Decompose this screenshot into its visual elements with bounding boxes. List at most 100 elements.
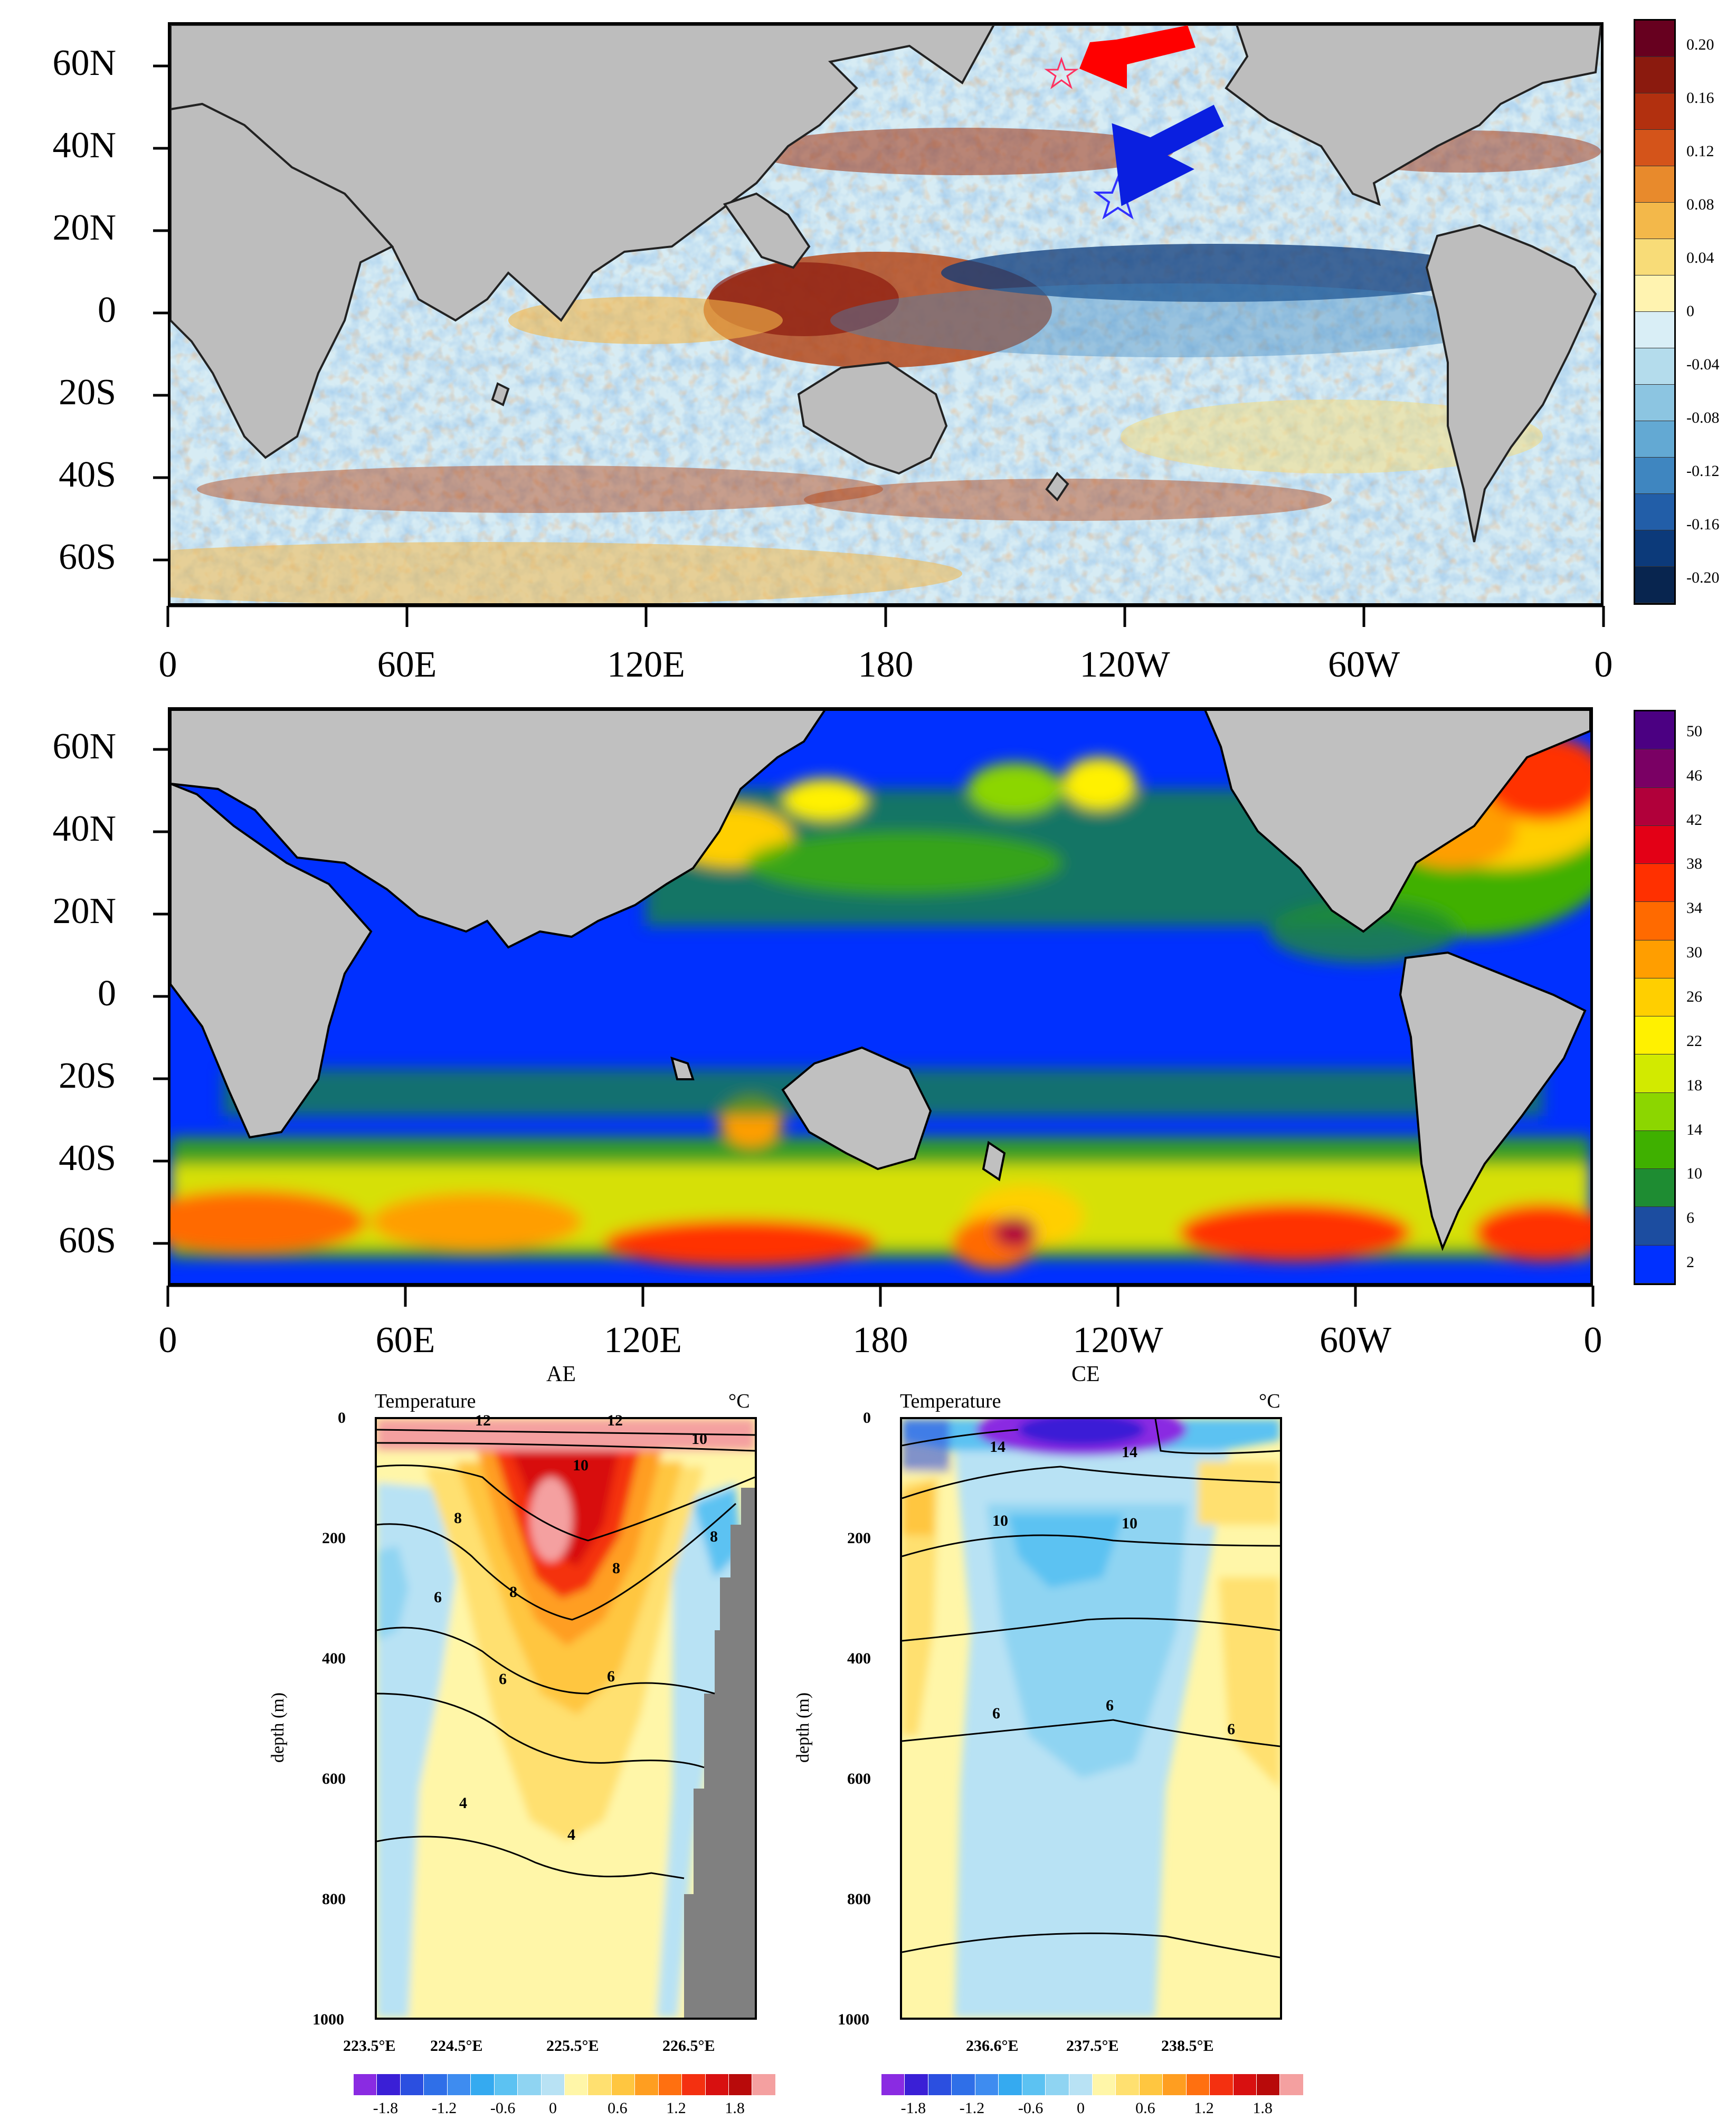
colorbar-swatch	[1635, 1130, 1674, 1170]
ce-y-tick: 600	[847, 1770, 871, 1788]
ae-label-left: Temperature	[375, 1390, 476, 1412]
ae-x-tick: 226.5°E	[662, 2037, 715, 2055]
ce-contour-label: 14	[990, 1438, 1005, 1456]
top-lon-label: 60E	[377, 644, 437, 685]
section-colorbar-tick-label: 0	[1077, 2099, 1085, 2117]
colorbar-swatch	[1163, 2074, 1187, 2095]
ce-contour-label: 10	[992, 1512, 1008, 1529]
colorbar-swatch	[1635, 494, 1674, 530]
ae-contour-label: 12	[475, 1412, 491, 1429]
mid-lat-label: 40N	[52, 809, 116, 849]
colorbar-swatch	[1186, 2074, 1210, 2095]
ce-x-tick: 237.5°E	[1066, 2037, 1119, 2055]
ce-label-right: °C	[1259, 1390, 1280, 1412]
ae-contour-label: 8	[612, 1560, 620, 1577]
section-colorbar-tick-label: 0.6	[608, 2099, 628, 2117]
section-colorbar-tick-label: -1.2	[959, 2099, 985, 2117]
colorbar-swatch	[1635, 385, 1674, 421]
colorbar-tick-label: 22	[1686, 1032, 1702, 1050]
top-lon-axis	[166, 606, 1605, 627]
top-lat-label: 60S	[59, 537, 116, 577]
ce-contour-label: 14	[1122, 1443, 1137, 1461]
colorbar-swatch	[1116, 2074, 1140, 2095]
ce-y-tick: 1000	[838, 2011, 869, 2028]
colorbar-tick-label: 6	[1686, 1209, 1694, 1227]
colorbar-swatch	[1635, 348, 1674, 385]
mid-lat-label: 60S	[59, 1220, 116, 1261]
top-colorbar	[1634, 19, 1676, 605]
mid-lat-label: 20N	[52, 891, 116, 931]
colorbar-swatch	[1635, 530, 1674, 567]
mid-lon-label: 60W	[1319, 1320, 1392, 1361]
ae-contour-label: 8	[454, 1509, 462, 1527]
ce-contour-label: 6	[1227, 1720, 1235, 1738]
top-map-canvas	[170, 25, 1601, 603]
ce-y-tick: 200	[847, 1529, 871, 1547]
colorbar-swatch	[1635, 275, 1674, 312]
mid-lat-label: 20S	[59, 1056, 116, 1096]
colorbar-tick-label: 50	[1686, 722, 1702, 740]
ce-ylabel: depth (m)	[793, 1692, 813, 1763]
ae-contour-label: 10	[573, 1457, 589, 1474]
ae-x-tick: 224.5°E	[430, 2037, 483, 2055]
colorbar-tick-label: 34	[1686, 899, 1702, 917]
ae-contour-label: 8	[509, 1583, 517, 1601]
ae-contour-label: 4	[459, 1794, 467, 1812]
colorbar-tick-label: 0.04	[1686, 249, 1714, 267]
mid-map	[168, 707, 1593, 1286]
colorbar-tick-label: 30	[1686, 944, 1702, 962]
ce-x-tick: 238.5°E	[1161, 2037, 1214, 2055]
colorbar-swatch	[1635, 1016, 1674, 1055]
top-lon-label: 60W	[1327, 644, 1400, 685]
colorbar-swatch	[1635, 21, 1674, 57]
ce-y-tick: 800	[847, 1890, 871, 1908]
colorbar-tick-label: 26	[1686, 988, 1702, 1005]
section-colorbar-tick-label: 1.8	[725, 2099, 745, 2117]
ce-x-tick: 236.6°E	[966, 2037, 1019, 2055]
colorbar-tick-label: 38	[1686, 855, 1702, 873]
mid-lon-axis	[166, 1286, 1595, 1307]
ae-contour-label: 4	[567, 1826, 575, 1843]
colorbar-swatch	[1635, 711, 1674, 750]
mid-map-canvas	[170, 710, 1590, 1283]
colorbar-swatch	[611, 2074, 635, 2095]
mid-lat-label: 60N	[52, 726, 116, 767]
mid-lat-label: 0	[98, 973, 116, 1014]
mid-colorbar	[1634, 710, 1676, 1285]
section-colorbar-tick-label: -0.6	[1018, 2099, 1044, 2117]
colorbar-swatch	[975, 2074, 999, 2095]
colorbar-tick-label: 18	[1686, 1076, 1702, 1094]
colorbar-swatch	[705, 2074, 729, 2095]
ae-contour-label: 6	[607, 1668, 615, 1685]
colorbar-swatch	[1635, 421, 1674, 458]
section-colorbar-tick-label: -0.6	[490, 2099, 516, 2117]
colorbar-swatch	[354, 2074, 377, 2095]
colorbar-swatch	[1233, 2074, 1257, 2095]
colorbar-swatch	[1092, 2074, 1116, 2095]
colorbar-swatch	[1635, 312, 1674, 348]
section-colorbar-tick-label: -1.8	[373, 2099, 399, 2117]
colorbar-swatch	[1635, 978, 1674, 1017]
colorbar-swatch	[1635, 93, 1674, 130]
mid-lon-label: 0	[158, 1320, 177, 1361]
ae-contour-label: 6	[434, 1589, 442, 1606]
ae-contour-label: 10	[691, 1430, 707, 1448]
mid-lon-label: 120W	[1073, 1320, 1163, 1361]
colorbar-swatch	[1635, 787, 1674, 826]
ae-title: AE	[546, 1362, 576, 1386]
colorbar-swatch	[1210, 2074, 1234, 2095]
colorbar-swatch	[1635, 130, 1674, 166]
mid-lon-label: 120E	[604, 1320, 682, 1361]
top-lat-label: 40S	[59, 454, 116, 495]
colorbar-swatch	[1635, 1054, 1674, 1093]
ae-y-tick: 600	[322, 1770, 346, 1788]
colorbar-swatch	[1635, 1245, 1674, 1284]
top-map-arrows	[1079, 25, 1224, 206]
blue-arrow-icon	[1112, 104, 1224, 206]
top-map-land	[170, 25, 1601, 543]
colorbar-swatch	[518, 2074, 542, 2095]
ce-section-plot	[900, 1417, 1282, 2020]
red-arrow-icon	[1079, 25, 1196, 89]
colorbar-swatch	[1635, 57, 1674, 93]
ce-y-tick: 400	[847, 1650, 871, 1667]
